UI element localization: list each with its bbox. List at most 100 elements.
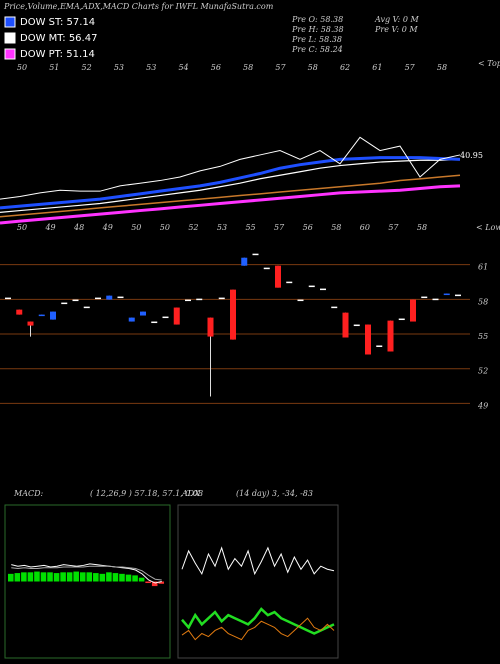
macd-bar (99, 573, 106, 582)
candle-body (50, 311, 56, 320)
price-line (0, 174, 461, 218)
candle-body (331, 306, 338, 309)
macd-bar (60, 572, 66, 582)
top-label: 61 (372, 63, 382, 72)
candle-body (5, 297, 11, 300)
adx-line (181, 617, 335, 641)
candle-body (117, 296, 124, 299)
legend-label: DOW MT: 56.47 (20, 33, 97, 44)
candle-body (286, 281, 293, 284)
adx-line (181, 607, 335, 635)
macd-bar (112, 573, 119, 582)
info-label: Pre V: 0 M (374, 25, 418, 34)
candle-body (61, 302, 68, 305)
candle-body (432, 298, 439, 301)
top-label: 52 (82, 63, 92, 72)
price-line (0, 156, 461, 210)
candle-body (410, 299, 416, 322)
candle-body (185, 299, 191, 302)
top-label: 50 (17, 63, 27, 72)
candle-body (376, 345, 383, 347)
panel-title: MACD: (13, 489, 44, 498)
macd-bar (14, 573, 21, 582)
candle-body (196, 298, 203, 301)
bottom-note: < Lows (476, 223, 500, 232)
info-label: Pre C: 58.24 (291, 45, 343, 54)
top-label: 57 (405, 63, 416, 72)
bottom-label: 49 (102, 223, 113, 232)
macd-bar (53, 573, 60, 582)
macd-line (11, 563, 162, 584)
info-label: Pre O: 58.38 (291, 15, 343, 24)
legend-swatch (4, 32, 16, 44)
candle-body (320, 288, 326, 291)
legend-label: DOW PT: 51.14 (20, 49, 95, 60)
macd-bar (8, 573, 14, 582)
candle-body (218, 297, 225, 300)
candle-body (353, 324, 360, 327)
bottom-label: 52 (188, 223, 198, 232)
candle-body (241, 257, 248, 266)
candle-body (275, 265, 281, 288)
candle-body (27, 321, 34, 326)
legend-label: DOW ST: 57.14 (20, 17, 95, 28)
adx-line (181, 546, 335, 576)
bottom-label: 48 (73, 223, 84, 232)
macd-bar (151, 581, 158, 587)
candle-body (252, 253, 259, 256)
bottom-label: 57 (274, 223, 285, 232)
legend-swatch (4, 16, 16, 28)
macd-bar (158, 581, 165, 584)
bottom-label: 50 (131, 223, 141, 232)
candle-body (151, 321, 158, 324)
macd-bar (145, 581, 151, 584)
candle-body (16, 309, 23, 315)
candle-body (230, 289, 236, 340)
macd-bar (73, 571, 79, 582)
top-label: 62 (340, 63, 350, 72)
bottom-label: 60 (360, 223, 370, 232)
top-label: 53 (114, 63, 124, 72)
top-label: 56 (211, 63, 221, 72)
bottom-label: 55 (245, 223, 255, 232)
macd-bar (47, 572, 53, 582)
candle-body (83, 306, 90, 309)
last-value: 40.95 (460, 151, 483, 160)
candle-body (342, 312, 349, 338)
top-label: 58 (243, 63, 253, 72)
macd-bar (93, 573, 99, 582)
macd-bar (125, 574, 132, 582)
y-tick-label: 55 (478, 332, 488, 341)
candle-body (421, 296, 428, 299)
candle-body (455, 294, 461, 297)
top-label: 58 (308, 63, 318, 72)
legend-swatch (4, 48, 16, 60)
macd-line (11, 565, 162, 581)
candle-body (297, 299, 304, 302)
candle-body (162, 316, 169, 319)
bottom-label: 50 (17, 223, 27, 232)
bottom-label: 49 (44, 223, 55, 232)
candle-body (443, 293, 450, 296)
bottom-label: 53 (217, 223, 227, 232)
top-label: 51 (49, 63, 59, 72)
macd-bar (86, 572, 93, 582)
macd-bar (119, 573, 125, 582)
macd-bar (66, 572, 73, 582)
y-tick-label: 49 (477, 401, 488, 410)
y-tick-label: 61 (478, 263, 488, 272)
panel-title: ADX (181, 489, 200, 498)
candle-body (207, 317, 214, 337)
top-label: 57 (275, 63, 286, 72)
candle-body (95, 297, 101, 300)
bottom-label: 58 (331, 223, 341, 232)
price-line (0, 136, 461, 200)
macd-bar (106, 572, 112, 582)
candle-body (38, 314, 45, 317)
info-label: Pre L: 58.38 (291, 35, 342, 44)
y-tick-label: 58 (478, 297, 488, 306)
candle-body (140, 311, 146, 316)
top-label: 54 (178, 63, 188, 72)
candle-body (387, 320, 394, 352)
